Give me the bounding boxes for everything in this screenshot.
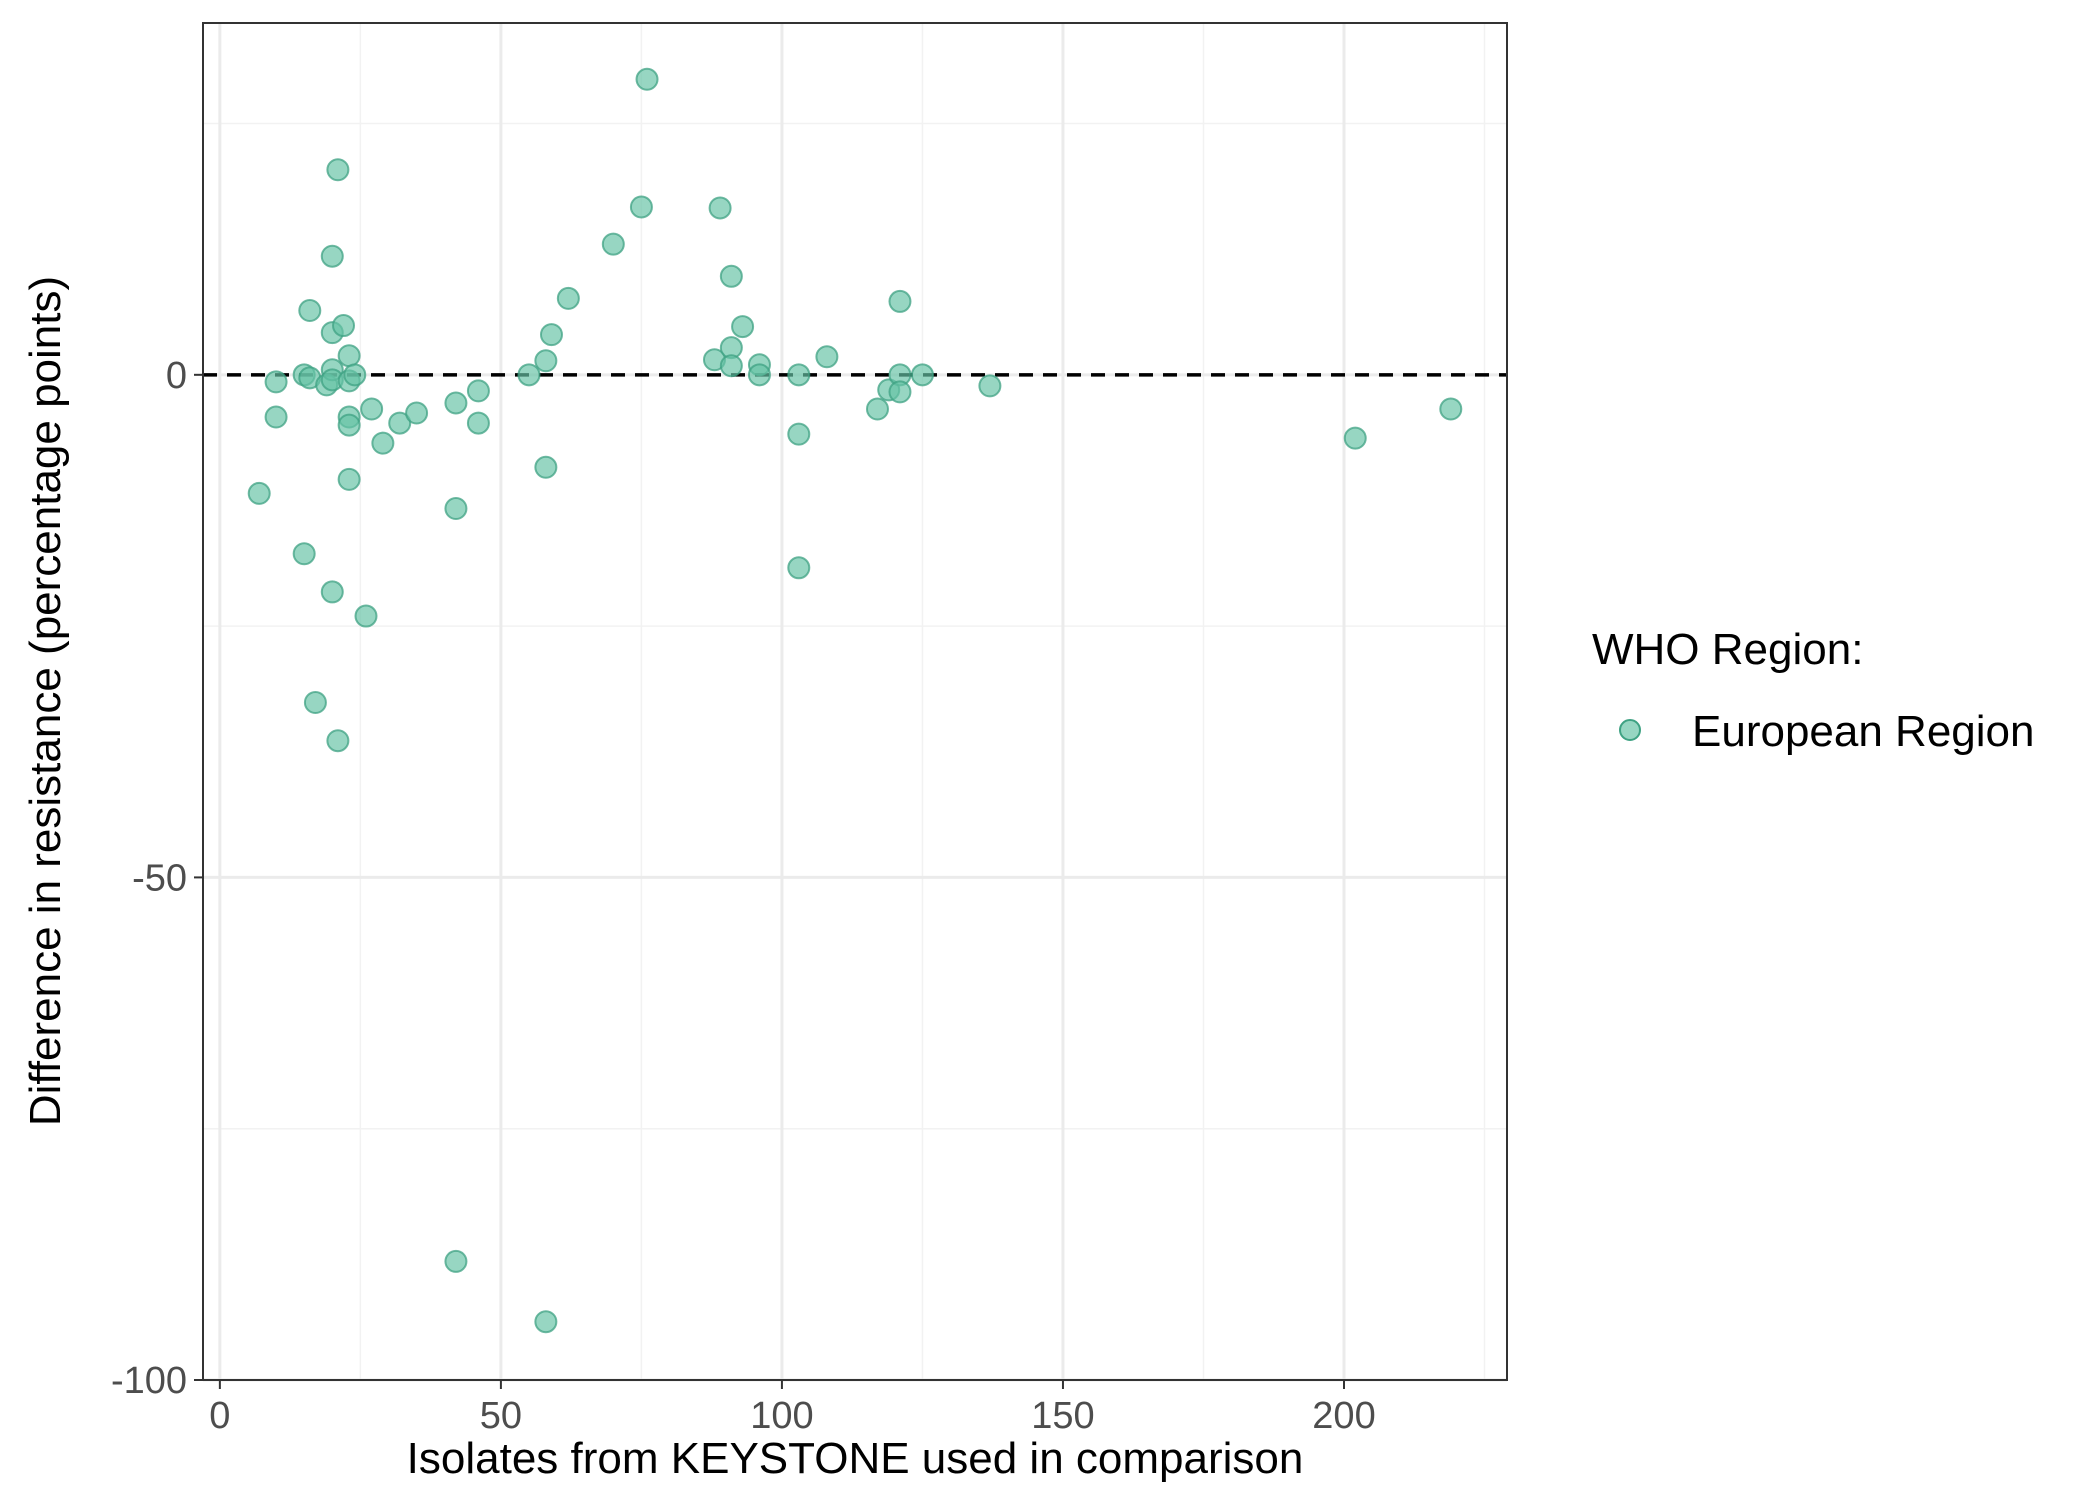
y-axis-title: Difference in resistance (percentage poi… (21, 276, 70, 1126)
data-point (337, 344, 361, 368)
data-point (405, 401, 429, 425)
data-point (264, 370, 288, 394)
x-axis: 0 50 100 150 200 (209, 1380, 1376, 1437)
data-point (534, 349, 558, 373)
data-point (888, 289, 912, 313)
legend: WHO Region: European Region (1592, 625, 2034, 756)
data-point (326, 158, 350, 182)
data-points (247, 67, 1463, 1334)
data-point (303, 691, 327, 715)
plot-panel-border (202, 22, 1508, 1381)
data-point (298, 298, 322, 322)
data-point (466, 411, 490, 435)
data-point (910, 363, 934, 387)
data-point (466, 379, 490, 403)
y-tick-label: -50 (132, 857, 187, 899)
minor-grid (203, 23, 1507, 1380)
y-tick-label: -100 (111, 1360, 187, 1402)
data-point (629, 195, 653, 219)
x-tick-label: 50 (480, 1395, 522, 1437)
x-tick-label: 150 (1031, 1395, 1094, 1437)
x-tick-label: 200 (1312, 1395, 1375, 1437)
data-point (337, 413, 361, 437)
data-point (343, 363, 367, 387)
data-point (708, 196, 732, 220)
data-point (320, 580, 344, 604)
data-point (371, 431, 395, 455)
data-point (865, 397, 889, 421)
data-point (556, 286, 580, 310)
data-point (332, 314, 356, 338)
data-point (247, 481, 271, 505)
y-axis: 0 -50 -100 (111, 355, 203, 1402)
data-point (517, 363, 541, 387)
data-point (1343, 426, 1367, 450)
x-tick-label: 100 (750, 1395, 813, 1437)
data-point (534, 1310, 558, 1334)
data-point (444, 391, 468, 415)
y-tick-label: 0 (166, 355, 187, 397)
data-point (539, 323, 563, 347)
data-point (534, 455, 558, 479)
legend-title: WHO Region: (1592, 625, 1863, 674)
data-point (978, 374, 1002, 398)
x-tick-label: 0 (209, 1395, 230, 1437)
legend-label-european-region: European Region (1692, 707, 2034, 756)
data-point (354, 604, 378, 628)
data-point (444, 497, 468, 521)
plot-panel-background (203, 23, 1507, 1380)
data-point (888, 380, 912, 404)
data-point (292, 542, 316, 566)
data-point (337, 467, 361, 491)
data-point (635, 67, 659, 91)
data-point (719, 264, 743, 288)
x-axis-title: Isolates from KEYSTONE used in compariso… (407, 1434, 1304, 1483)
data-point (1439, 397, 1463, 421)
data-point (787, 363, 811, 387)
data-point (731, 315, 755, 339)
data-point (787, 556, 811, 580)
data-point (815, 345, 839, 369)
data-point (320, 244, 344, 268)
legend-key-european-region (1619, 719, 1641, 741)
data-point (719, 354, 743, 378)
data-point (360, 397, 384, 421)
data-point (326, 729, 350, 753)
data-point (444, 1249, 468, 1273)
data-point (747, 363, 771, 387)
data-point (601, 232, 625, 256)
data-point (787, 422, 811, 446)
data-point (264, 405, 288, 429)
data-point (388, 411, 412, 435)
